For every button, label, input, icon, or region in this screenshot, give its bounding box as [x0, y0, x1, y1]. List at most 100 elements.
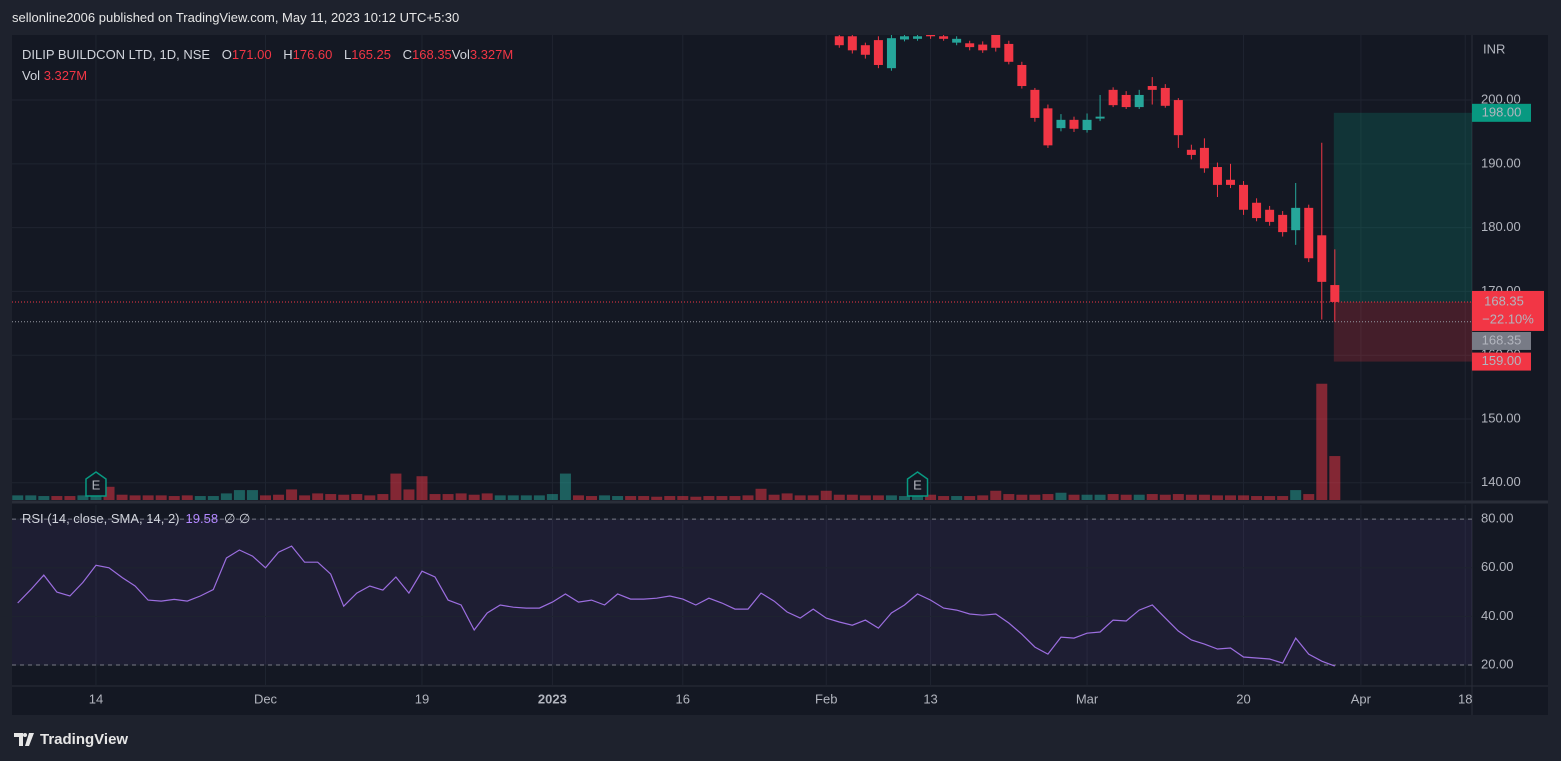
- entry-tag-bg: [1472, 290, 1544, 331]
- volume-bar: [1120, 494, 1132, 500]
- volume-bar: [64, 496, 76, 500]
- y-tick-label: 190.00: [1481, 155, 1521, 170]
- publish-header: sellonline2006 published on TradingView.…: [12, 10, 460, 25]
- volume-bar: [429, 494, 441, 500]
- volume-bar: [742, 495, 754, 500]
- volume-bar: [155, 495, 167, 500]
- volume-bar: [1198, 494, 1210, 500]
- volume-bar: [1003, 494, 1015, 500]
- volume-bar: [807, 495, 819, 500]
- legend-value: 165.25: [351, 47, 391, 62]
- volume-bar: [273, 494, 285, 500]
- stop-tag-text: 159.00: [1482, 353, 1522, 368]
- candle-body: [1147, 86, 1157, 90]
- earnings-marker: [85, 471, 107, 497]
- volume-bar: [1316, 383, 1328, 500]
- legend-row: DILIP BUILDCON LTD, 1D, NSE O171.00 H176…: [22, 44, 513, 65]
- volume-bar: [220, 493, 232, 500]
- ohlc-legend: DILIP BUILDCON LTD, 1D, NSE O171.00 H176…: [22, 44, 513, 86]
- currency-label: INR: [1483, 41, 1505, 56]
- candle-body: [1173, 100, 1183, 136]
- x-tick-label: Dec: [254, 691, 278, 706]
- candle-body: [1186, 149, 1196, 155]
- volume-bar: [729, 496, 741, 500]
- volume-bar: [1277, 496, 1289, 500]
- candle-body: [913, 36, 923, 39]
- legend-key: Vol: [451, 47, 470, 62]
- legend-value: 168.35: [412, 47, 452, 62]
- volume-bar: [246, 490, 258, 500]
- volume-bar: [572, 495, 584, 500]
- candle-body: [926, 35, 936, 37]
- volume-bar: [168, 496, 180, 500]
- candle-body: [1017, 64, 1027, 87]
- volume-bar: [442, 494, 454, 500]
- stop-tag-bg: [1472, 352, 1531, 371]
- earnings-label: E: [913, 477, 922, 492]
- volume-bar: [951, 496, 963, 500]
- volume-bar: [1016, 494, 1028, 500]
- volume-key: Vol: [22, 68, 41, 83]
- volume-bar: [1146, 494, 1158, 500]
- legend-key: L: [344, 47, 352, 62]
- candle-body: [1004, 43, 1014, 62]
- volume-bar: [1329, 456, 1341, 500]
- rsi-value: 19.58: [185, 511, 219, 526]
- volume-bar: [1042, 494, 1054, 500]
- volume-bar: [194, 496, 206, 500]
- volume-bar: [233, 490, 245, 500]
- volume-bar: [299, 495, 311, 500]
- volume-bar: [768, 494, 780, 500]
- volume-bar: [677, 496, 689, 500]
- volume-bar: [794, 495, 806, 500]
- volume-bar: [651, 496, 663, 500]
- volume-bar: [1094, 494, 1106, 500]
- rsi-band: [12, 519, 1472, 666]
- volume-bar: [260, 495, 272, 500]
- x-tick-label: 18: [1458, 691, 1472, 706]
- earnings-marker: [906, 471, 929, 497]
- volume-bar: [129, 495, 141, 500]
- volume-value: 3.327M: [43, 68, 88, 83]
- candle-body: [1030, 89, 1040, 118]
- rsi-tick-label: 60.00: [1481, 559, 1514, 574]
- axes: 14 Dec 19 2023 16 Feb 13 Mar 20 Apr 18 140.00 150.00…: [89, 41, 1544, 706]
- volume-bar: [77, 495, 89, 500]
- symbol-title: DILIP BUILDCON LTD, 1D, NSE: [22, 47, 211, 62]
- candle-body: [1199, 147, 1209, 169]
- candle-body: [899, 36, 909, 40]
- volume-bar: [507, 495, 519, 500]
- y-tick-label: 140.00: [1481, 474, 1521, 489]
- volume-bar: [1029, 494, 1041, 500]
- candle-body: [1239, 184, 1249, 210]
- earnings-label: E: [92, 477, 101, 492]
- volume-bar: [325, 494, 337, 500]
- candle-body: [1069, 119, 1079, 129]
- x-tick-label: 20: [1236, 691, 1250, 706]
- volume-bar: [1081, 494, 1093, 500]
- volume-bar: [38, 496, 50, 500]
- volume-bar: [1224, 495, 1236, 500]
- x-tick-label: 19: [415, 691, 429, 706]
- candle-body: [1278, 214, 1288, 233]
- volume-bar: [103, 486, 115, 500]
- volume-bar: [846, 494, 858, 500]
- volume-bar: [898, 496, 910, 500]
- volume-bar: [533, 495, 545, 500]
- target-tag: 198.00: [1472, 103, 1531, 122]
- volume-bar: [638, 496, 650, 500]
- legend-key: C: [402, 47, 413, 62]
- volume-bar: [455, 493, 467, 500]
- candle-body: [1291, 207, 1301, 231]
- volume-bar: [1251, 496, 1263, 500]
- volume-bar: [116, 494, 128, 500]
- candle-body: [1134, 94, 1144, 108]
- volume-bar: [494, 495, 506, 500]
- rsi-tick-label: 80.00: [1481, 511, 1514, 526]
- candle-body: [873, 40, 883, 65]
- volume-bar: [403, 489, 415, 500]
- volume-bar: [142, 495, 154, 500]
- candle-body: [1160, 87, 1170, 106]
